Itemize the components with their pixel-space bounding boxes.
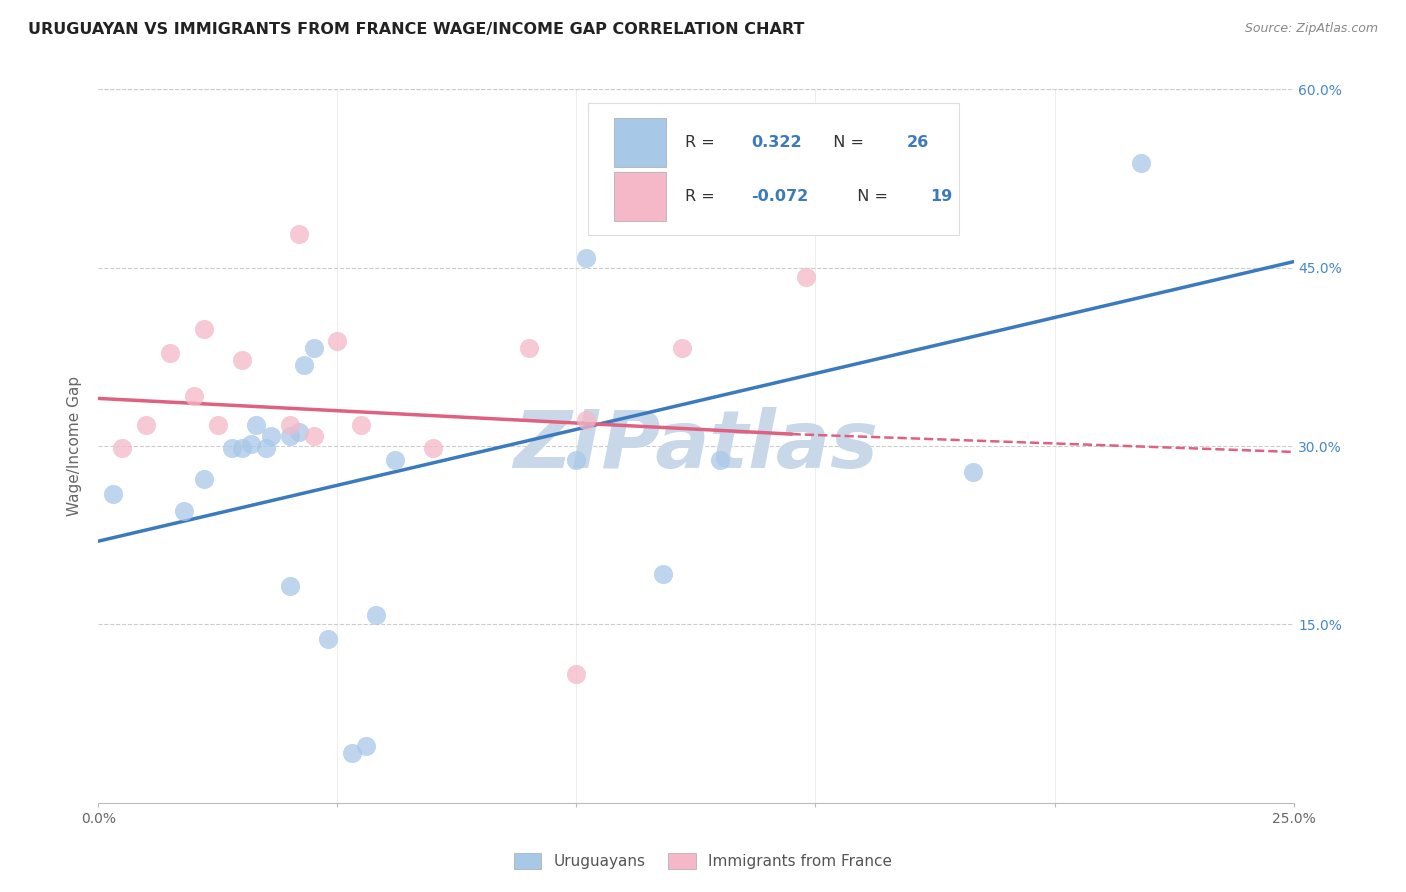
Point [278,417,301,432]
Point [173,504,195,518]
Point [962,465,984,479]
Point [288,425,311,439]
Point [565,453,588,467]
Point [101,486,124,500]
Text: N =: N = [823,136,869,150]
Point [221,442,243,456]
Point [159,346,181,360]
Point [231,353,253,368]
Point [193,322,215,336]
Y-axis label: Wage/Income Gap: Wage/Income Gap [67,376,83,516]
Point [384,453,406,467]
Point [517,342,540,356]
FancyBboxPatch shape [613,171,666,221]
Point [350,417,373,432]
Point [354,739,377,753]
Text: Source: ZipAtlas.com: Source: ZipAtlas.com [1244,22,1378,36]
Text: 0.322: 0.322 [751,136,801,150]
Point [231,442,253,456]
Point [193,472,215,486]
Point [207,417,229,432]
Text: ZIPatlas: ZIPatlas [513,407,879,485]
Point [240,436,263,450]
FancyBboxPatch shape [613,118,666,168]
Point [111,442,134,456]
Point [794,270,817,285]
Point [278,429,301,443]
Point [671,342,693,356]
Point [326,334,349,349]
Point [316,632,339,646]
Point [651,567,673,582]
Point [794,144,817,158]
Point [259,429,281,443]
Point [278,579,301,593]
Text: R =: R = [685,136,720,150]
Point [288,227,311,242]
Point [254,442,277,456]
Text: URUGUAYAN VS IMMIGRANTS FROM FRANCE WAGE/INCOME GAP CORRELATION CHART: URUGUAYAN VS IMMIGRANTS FROM FRANCE WAGE… [28,22,804,37]
Text: -0.072: -0.072 [751,189,808,203]
Point [565,667,588,681]
Point [422,442,444,456]
Point [302,429,325,443]
Point [245,417,267,432]
Text: N =: N = [846,189,893,203]
Point [364,607,387,622]
Point [1129,156,1152,170]
Point [575,251,598,265]
Point [292,358,315,372]
Text: 26: 26 [907,136,928,150]
Point [637,168,659,182]
Point [709,453,731,467]
Point [575,413,598,427]
Legend: Uruguayans, Immigrants from France: Uruguayans, Immigrants from France [508,847,898,875]
Point [183,389,205,403]
Point [340,746,363,760]
Point [302,342,325,356]
Point [135,417,157,432]
Text: R =: R = [685,189,720,203]
FancyBboxPatch shape [588,103,959,235]
Text: 19: 19 [931,189,952,203]
